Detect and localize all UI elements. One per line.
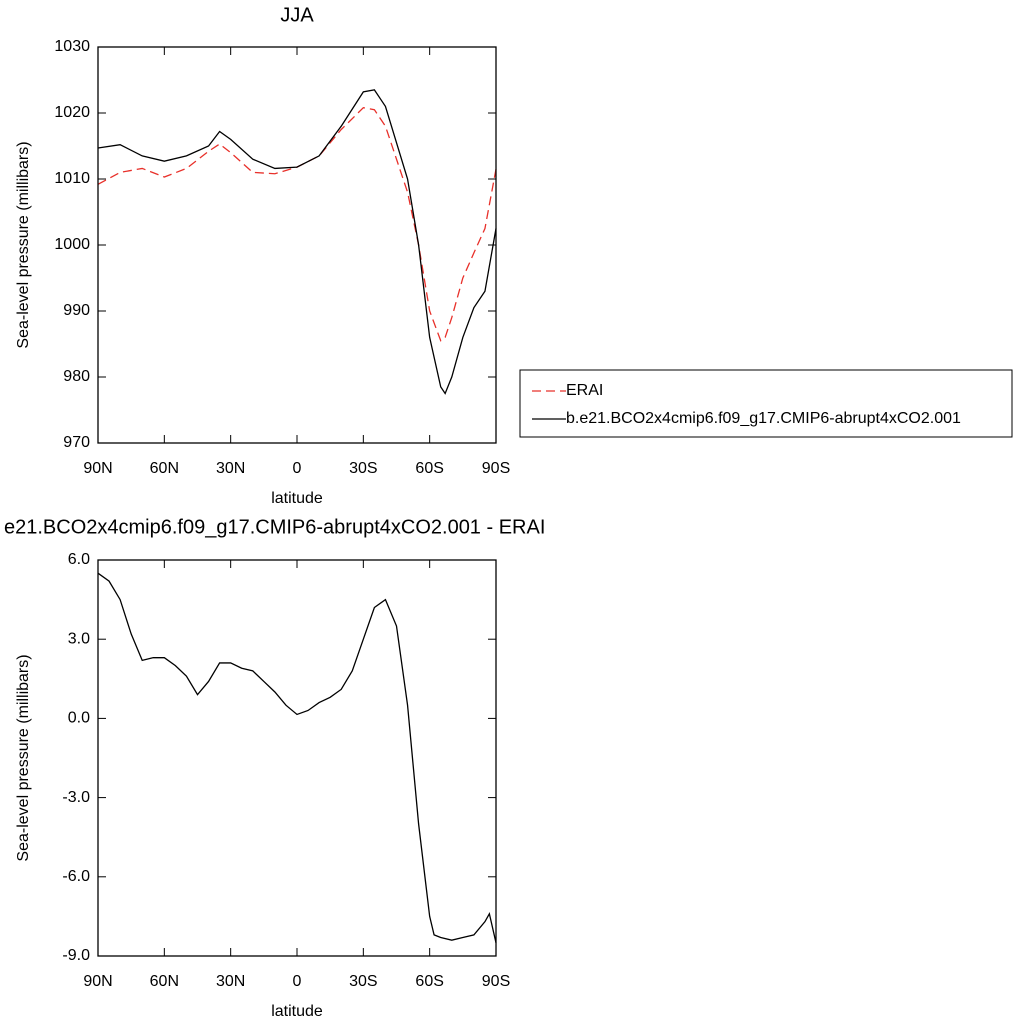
x-tick-label: 90S — [482, 460, 510, 477]
plot-frame — [97, 46, 497, 444]
y-tick-label: 1020 — [54, 104, 90, 121]
x-tick-label: 60S — [415, 460, 443, 477]
y-tick-label: -3.0 — [62, 789, 90, 806]
y-tick-label: 1010 — [54, 170, 90, 187]
chart-title: JJA — [280, 4, 314, 26]
y-axis-label: Sea-level pressure (millibars) — [15, 141, 32, 348]
series-line — [97, 107, 497, 342]
x-tick-label: 60S — [415, 973, 443, 990]
y-tick-label: 3.0 — [68, 630, 90, 647]
x-tick-label: 0 — [293, 973, 302, 990]
y-tick-label: 0.0 — [68, 710, 90, 727]
x-tick-label: 30N — [216, 973, 245, 990]
x-tick-label: 90N — [83, 460, 112, 477]
y-tick-label: -9.0 — [62, 947, 90, 964]
x-tick-label: 30S — [349, 460, 377, 477]
y-tick-label: 980 — [63, 368, 90, 385]
x-axis-label: latitude — [271, 490, 323, 507]
y-tick-label: -6.0 — [62, 868, 90, 885]
x-tick-label: 30N — [216, 460, 245, 477]
legend-box — [519, 369, 1013, 438]
legend-label: b.e21.BCO2x4cmip6.f09_g17.CMIP6-abrupt4x… — [566, 410, 961, 427]
plot-frame — [97, 559, 497, 957]
y-tick-label: 6.0 — [68, 551, 90, 568]
x-axis-label: latitude — [271, 1003, 323, 1020]
y-tick-label: 1000 — [54, 236, 90, 253]
legend-label: ERAI — [566, 382, 603, 399]
x-tick-label: 60N — [150, 460, 179, 477]
x-tick-label: 30S — [349, 973, 377, 990]
x-tick-label: 60N — [150, 973, 179, 990]
y-tick-label: 990 — [63, 302, 90, 319]
chart-title: e21.BCO2x4cmip6.f09_g17.CMIP6-abrupt4xCO… — [4, 516, 545, 538]
series-line — [97, 572, 497, 943]
x-tick-label: 90N — [83, 973, 112, 990]
y-axis-label: Sea-level pressure (millibars) — [15, 654, 32, 861]
x-tick-label: 0 — [293, 460, 302, 477]
y-tick-label: 970 — [63, 434, 90, 451]
y-tick-label: 1030 — [54, 38, 90, 55]
x-tick-label: 90S — [482, 973, 510, 990]
series-line — [97, 89, 497, 395]
